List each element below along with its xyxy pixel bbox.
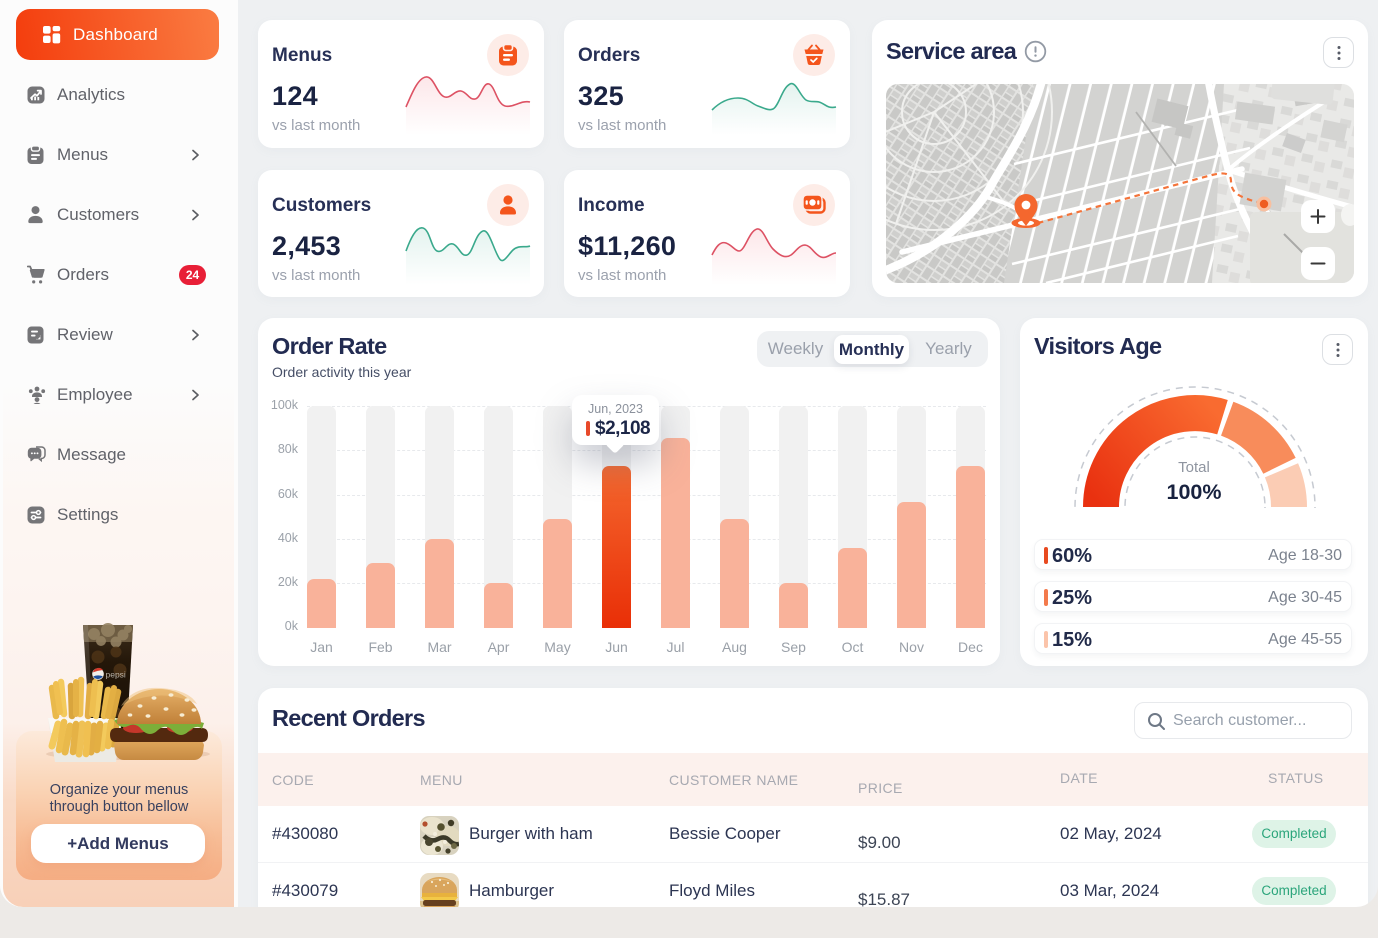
svg-text:pepsi: pepsi [106, 670, 126, 680]
